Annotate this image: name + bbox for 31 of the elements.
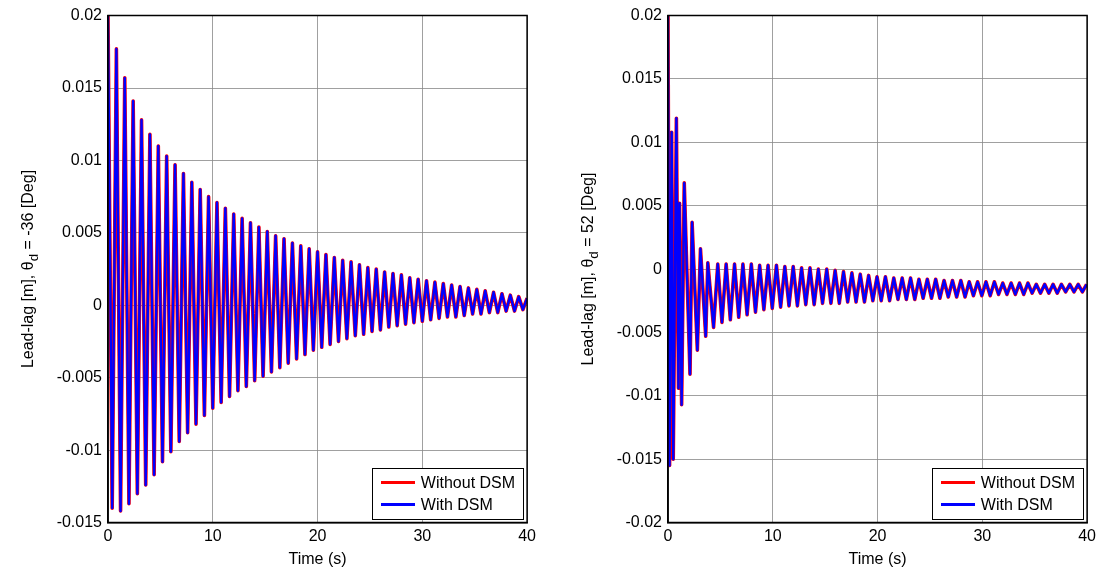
y-tick-label: -0.005 bbox=[56, 368, 103, 386]
x-tick-label: 10 bbox=[763, 526, 782, 544]
x-tick-label: 30 bbox=[973, 526, 992, 544]
x-tick-label: 20 bbox=[308, 526, 327, 544]
y-tick-label: -0.01 bbox=[65, 440, 103, 458]
y-tick-label: 0.02 bbox=[70, 6, 103, 24]
y-tick-label: -0.02 bbox=[625, 513, 663, 531]
y-tick-label: 0.015 bbox=[61, 78, 103, 96]
x-tick-label: 30 bbox=[413, 526, 432, 544]
x-tick-label: 10 bbox=[203, 526, 222, 544]
y-tick-label: 0.015 bbox=[621, 69, 663, 87]
x-axis-title: Time (s) bbox=[288, 549, 347, 567]
x-tick-label: 40 bbox=[1078, 526, 1097, 544]
x-tick-label: 20 bbox=[868, 526, 887, 544]
y-tick-label: 0.01 bbox=[630, 132, 663, 150]
legend-label: With DSM bbox=[420, 495, 493, 514]
y-tick-label: 0.005 bbox=[61, 223, 103, 241]
y-tick-label: 0.02 bbox=[630, 6, 663, 24]
y-tick-label: -0.01 bbox=[625, 386, 663, 404]
legend-label: With DSM bbox=[980, 495, 1053, 514]
y-tick-label: -0.005 bbox=[616, 322, 663, 340]
y-tick-label: 0.01 bbox=[70, 150, 103, 168]
x-tick-label: 40 bbox=[518, 526, 537, 544]
x-axis-title: Time (s) bbox=[848, 549, 907, 567]
legend-label: Without DSM bbox=[420, 473, 516, 492]
y-tick-label: 0 bbox=[93, 295, 103, 313]
y-tick-label: -0.015 bbox=[56, 513, 103, 531]
y-tick-label: -0.015 bbox=[616, 449, 663, 467]
y-tick-label: 0 bbox=[653, 259, 663, 277]
legend-label: Without DSM bbox=[980, 473, 1076, 492]
y-tick-label: 0.005 bbox=[621, 196, 663, 214]
